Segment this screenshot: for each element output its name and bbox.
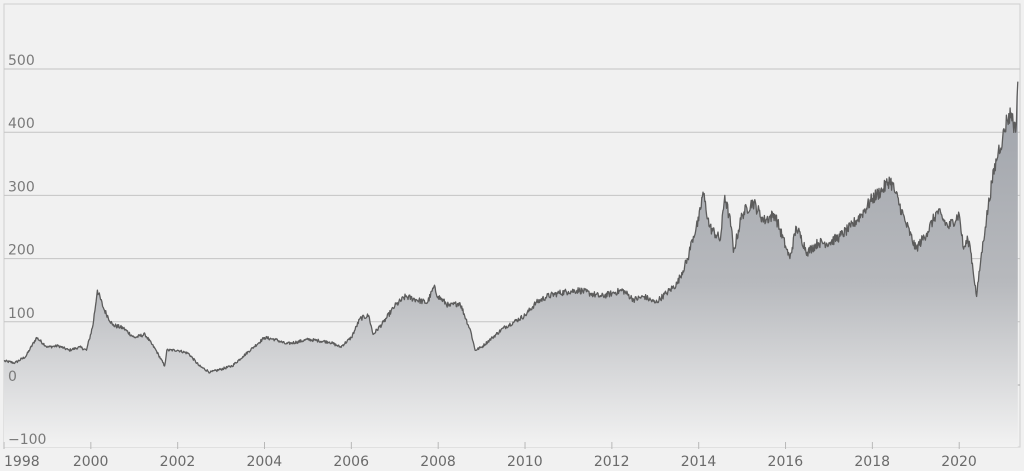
x-axis-ticks: 1998 2000 2002 2004 2006 2008 2010 2012 2014 2016… [3,442,977,470]
x-tick-label: 2020 [941,454,977,470]
x-tick-label: 2000 [73,454,109,470]
x-tick-label: 2016 [768,454,804,470]
y-tick-label: 400 [8,116,35,132]
y-tick-label: 500 [8,53,35,69]
series-area-fill [4,81,1018,447]
y-axis-ticks: −100 0 100 200 300 400 500 [8,53,46,448]
series-line [3,81,1019,374]
y-tick-label: −100 [8,432,46,448]
series-area [3,81,1019,447]
x-tick-label: 2002 [160,454,196,470]
x-tick-label: 2018 [854,454,890,470]
x-tick-label: 2008 [420,454,456,470]
x-tick-label: 2004 [247,454,283,470]
y-tick-label: 300 [8,179,35,195]
y-tick-label: 200 [8,243,35,259]
x-tick-label: 1998 [4,454,40,470]
y-tick-label: 0 [8,369,17,385]
x-tick-label: 2012 [594,454,630,470]
x-tick-label: 2006 [333,454,369,470]
x-tick-label: 2014 [681,454,717,470]
x-tick-label: 2010 [507,454,543,470]
y-tick-label: 100 [8,306,35,322]
